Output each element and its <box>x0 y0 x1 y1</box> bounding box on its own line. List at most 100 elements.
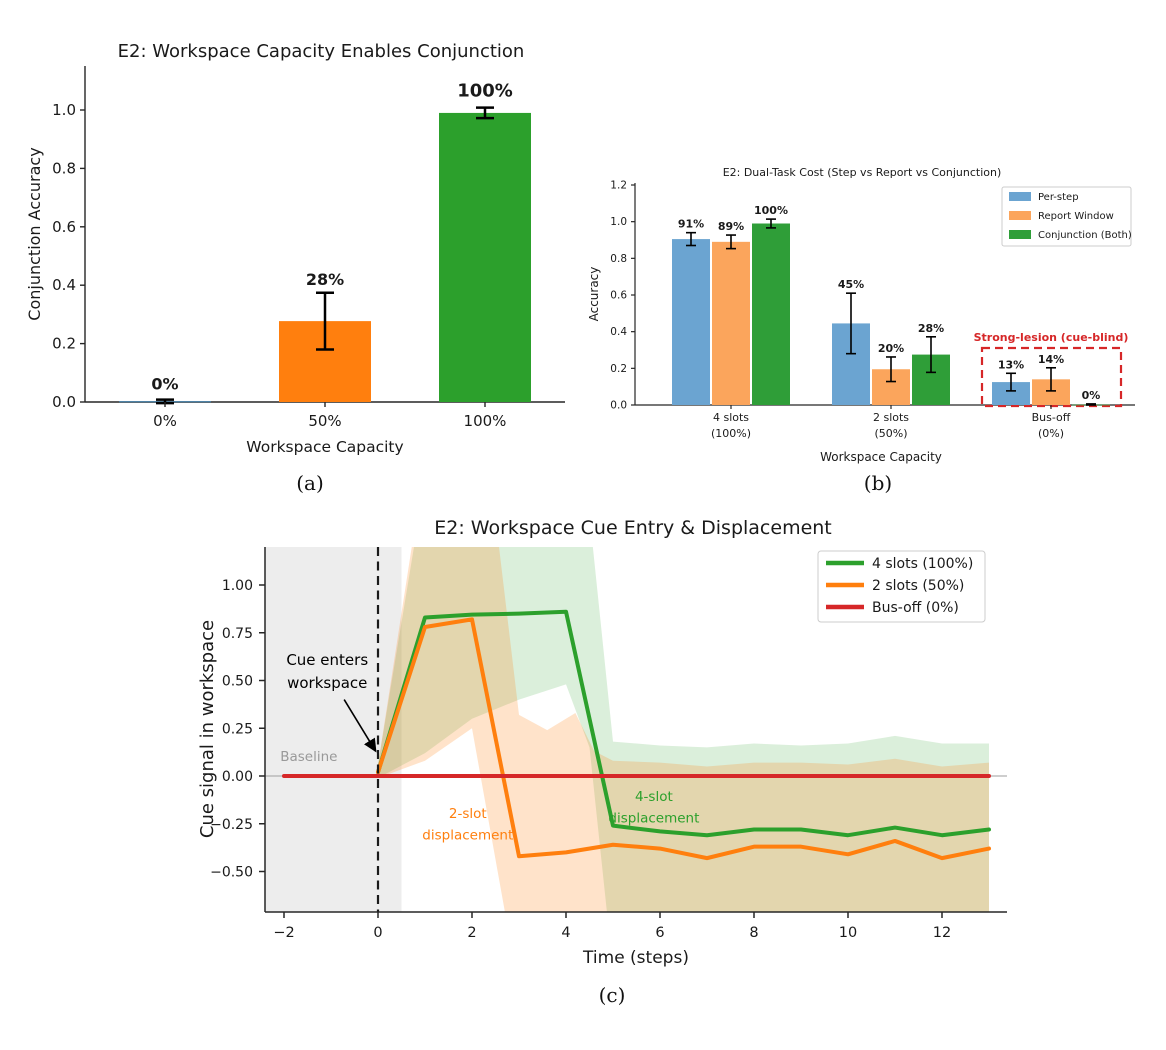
panel-b-bar-label: 0% <box>1082 389 1101 402</box>
four-slot-displacement-label: displacement <box>608 810 699 826</box>
four-slot-displacement-label: 4-slot <box>635 789 673 805</box>
panel-b-ytick: 0.6 <box>610 290 627 302</box>
panel-a-ytick: 0.8 <box>52 159 76 177</box>
cue-enters-annotation: Cue enters <box>286 651 368 669</box>
panel-c-ytick: 0.50 <box>222 674 253 690</box>
cue-arrow <box>343 699 377 753</box>
panel-b-legend-label: Report Window <box>1038 211 1114 222</box>
bar-100% <box>439 112 531 403</box>
panel-a-ytick: 0.0 <box>52 393 76 411</box>
band-4 slots (100%) <box>378 547 989 912</box>
panel-c-ytick: 0.00 <box>222 769 253 785</box>
panel-b-ytick: 0.4 <box>610 326 627 338</box>
panel-a-xlabel: Workspace Capacity <box>246 438 403 456</box>
panel-b-xtick: Bus-off <box>1032 411 1071 424</box>
panel-c-ytick: −0.50 <box>210 865 253 881</box>
panel-b-title: E2: Dual-Task Cost (Step vs Report vs Co… <box>723 166 1002 179</box>
panel-b-bar-label: 14% <box>1038 353 1064 366</box>
panel-b-xtick: 2 slots <box>873 411 909 424</box>
panel-c-ylabel: Cue signal in workspace <box>197 620 218 838</box>
panel-b-bar-label: 45% <box>838 278 864 291</box>
panel-b-xtick: (100%) <box>711 427 751 440</box>
panel-a-bar-label: 28% <box>306 270 344 289</box>
two-slot-displacement-label: displacement <box>422 828 513 844</box>
panel-b-ylabel: Accuracy <box>587 267 601 322</box>
two-slot-displacement-label: 2-slot <box>449 806 487 822</box>
line-2 slots (50%) <box>376 617 991 861</box>
caption-a: (a) <box>296 471 324 495</box>
panel-c-legend: 4 slots (100%) 2 slots (50%) Bus-off (0%) <box>817 550 986 623</box>
panel-b-bar-label: 20% <box>878 342 904 355</box>
panel-c-legend-label: 2 slots (50%) <box>872 578 964 594</box>
panel-a-ylabel: Conjunction Accuracy <box>25 147 44 320</box>
panel-c-xtick: 2 <box>467 925 476 941</box>
bar-Per-step <box>672 239 710 405</box>
panel-b-legend-label: Per-step <box>1038 192 1079 203</box>
panel-a-ytick: 1.0 <box>52 101 76 119</box>
panel-a-ytick: 0.6 <box>52 218 76 236</box>
panel-c-ytick: 1.00 <box>222 578 253 594</box>
panel-c-plot-area <box>282 547 991 912</box>
panel-c-xtick: 6 <box>655 925 664 941</box>
line-4 slots (100%) <box>376 609 991 838</box>
panel-a-ytick: 0.2 <box>52 335 76 353</box>
panel-b-bar-label: 13% <box>998 358 1024 371</box>
panel-b: E2: Dual-Task Cost (Step vs Report vs Co… <box>587 166 1135 464</box>
panel-c-legend-label: 4 slots (100%) <box>872 556 973 572</box>
panel-b-xlabel: Workspace Capacity <box>820 450 942 464</box>
panel-a-xtick: 50% <box>308 412 341 430</box>
panel-a-title: E2: Workspace Capacity Enables Conjuncti… <box>118 41 525 62</box>
baseline-label: Baseline <box>280 749 337 765</box>
legend-swatch-icon <box>1009 211 1031 220</box>
panel-b-ytick: 1.2 <box>610 180 627 192</box>
panel-a-ytick: 0.4 <box>52 276 76 294</box>
panel-b-ytick: 0.2 <box>610 363 627 375</box>
caption-c: (c) <box>598 983 626 1007</box>
panel-c-xtick: 0 <box>373 925 382 941</box>
panel-b-legend: Per-step Report Window Conjunction (Both) <box>1001 186 1132 247</box>
panel-a-xtick: 100% <box>464 412 507 430</box>
caption-b: (b) <box>863 471 893 495</box>
panel-b-xtick: (50%) <box>874 427 907 440</box>
panel-c-xtick: 12 <box>933 925 951 941</box>
panel-b-ytick: 0.0 <box>610 400 627 412</box>
legend-swatch-icon <box>1009 192 1031 201</box>
panel-c-xtick: −2 <box>273 925 294 941</box>
panel-c-ytick: −0.25 <box>210 817 253 833</box>
panel-b-bar-label: 89% <box>718 220 744 233</box>
legend-swatch-icon <box>1009 230 1031 239</box>
band-2 slots (50%) <box>378 547 989 912</box>
panel-c-title: E2: Workspace Cue Entry & Displacement <box>434 517 832 539</box>
panel-b-ytick: 0.8 <box>610 253 627 265</box>
panel-b-ytick: 1.0 <box>610 216 627 228</box>
panel-b-bar-label: 91% <box>678 218 704 231</box>
bar-Conjunction (Both) <box>752 223 790 405</box>
panel-c-xlabel: Time (steps) <box>582 948 689 968</box>
panel-c-xtick: 10 <box>839 925 857 941</box>
panel-a: E2: Workspace Capacity Enables Conjuncti… <box>25 41 565 456</box>
panel-c-annotations: Cue enters workspace Baseline 2-slot displac… <box>280 651 699 843</box>
panel-c-ytick: 0.25 <box>222 721 253 737</box>
panel-c-xtick: 8 <box>749 925 758 941</box>
panel-b-lesion-label: Strong-lesion (cue-blind) <box>974 331 1129 344</box>
panel-c-xtick: 4 <box>561 925 570 941</box>
panel-b-legend-label: Conjunction (Both) <box>1038 230 1132 241</box>
panel-b-bar-label: 28% <box>918 322 944 335</box>
baseline-shaded-region <box>265 547 402 912</box>
bar-Report Window <box>712 241 750 405</box>
panel-a-bar-label: 100% <box>457 81 513 102</box>
cue-enters-annotation: workspace <box>287 674 367 692</box>
panel-b-xtick: (0%) <box>1038 427 1064 440</box>
panel-a-xtick: 0% <box>153 412 177 430</box>
panel-a-bar-label: 0% <box>151 375 178 394</box>
panel-a-bars: 0% 28% 100% <box>119 81 531 405</box>
panel-c-ytick: 0.75 <box>222 626 253 642</box>
panel-b-xtick: 4 slots <box>713 411 749 424</box>
bar-Per-step <box>992 382 1030 405</box>
panel-c-legend-label: Bus-off (0%) <box>872 600 959 616</box>
panel-c: E2: Workspace Cue Entry & Displacement Cu… <box>197 517 1007 968</box>
